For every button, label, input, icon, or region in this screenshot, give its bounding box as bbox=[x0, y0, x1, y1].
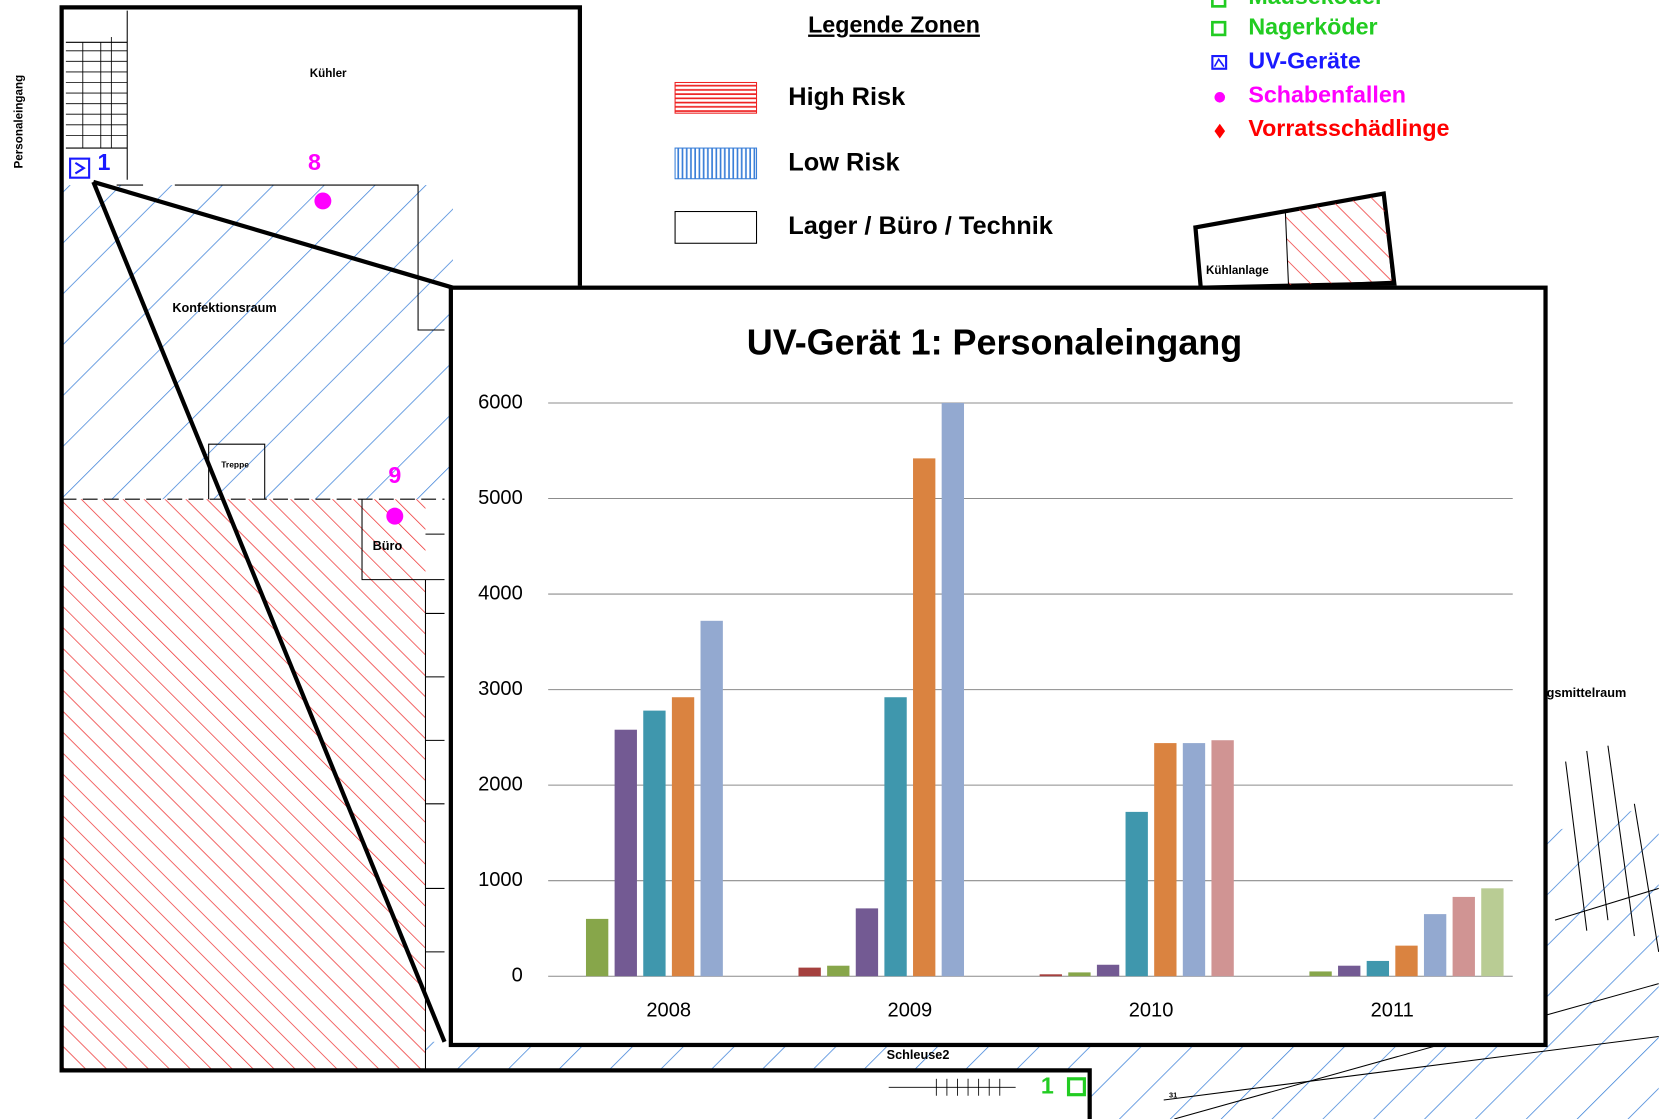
legend-label: Mäuseköder bbox=[1248, 0, 1384, 9]
x-tick-label: 2011 bbox=[1371, 999, 1414, 1021]
cockroach-trap bbox=[314, 192, 332, 210]
high-risk-zone bbox=[61, 499, 426, 1071]
bar bbox=[827, 965, 850, 977]
bar bbox=[1096, 964, 1120, 977]
legend-label: Nagerköder bbox=[1248, 14, 1377, 40]
bar bbox=[855, 908, 879, 977]
legend-title: Legende Zonen bbox=[808, 12, 980, 38]
bar bbox=[643, 710, 666, 977]
legend-icon bbox=[1214, 123, 1226, 139]
room-label: gsmittelraum bbox=[1547, 686, 1627, 700]
bar bbox=[1481, 888, 1504, 977]
room-label: Büro bbox=[373, 539, 403, 553]
x-tick-label: 2010 bbox=[1129, 999, 1174, 1021]
y-tick-label: 5000 bbox=[478, 487, 523, 509]
bar bbox=[1182, 743, 1206, 977]
marker-number: 31 bbox=[1169, 1091, 1177, 1100]
bar bbox=[585, 918, 609, 977]
x-tick-label: 2008 bbox=[646, 999, 691, 1021]
outer-wall bbox=[59, 5, 1092, 1119]
trap-legend: Mäuseköder Nagerköder UV-Geräte Schabenf… bbox=[1211, 0, 1450, 141]
y-tick-label: 2000 bbox=[478, 773, 523, 795]
entrance-label: Personaleingang bbox=[12, 75, 25, 169]
bar bbox=[884, 697, 907, 977]
marker-number: 1 bbox=[1041, 1072, 1054, 1098]
legend-icon bbox=[1211, 0, 1227, 8]
legend-label: Lager / Büro / Technik bbox=[788, 212, 1053, 240]
low-risk-zone bbox=[61, 185, 453, 500]
x-tick-label: 2009 bbox=[888, 999, 933, 1021]
legend-swatch bbox=[674, 81, 758, 114]
legend-icon bbox=[1213, 57, 1225, 68]
bar bbox=[1452, 896, 1475, 977]
legend-label: Low Risk bbox=[788, 149, 900, 177]
bar bbox=[1366, 960, 1390, 977]
room-label: Kühler bbox=[310, 67, 347, 80]
legend-label: UV-Geräte bbox=[1248, 48, 1360, 74]
bar bbox=[1395, 945, 1418, 977]
high-risk-zone bbox=[1284, 193, 1393, 287]
bar bbox=[913, 458, 936, 977]
zoom-line bbox=[91, 181, 447, 1043]
rodent-bait-icon bbox=[1066, 1077, 1086, 1097]
bar bbox=[1211, 740, 1234, 977]
marker-number: 9 bbox=[388, 462, 401, 488]
bar bbox=[1338, 965, 1361, 977]
room-label: Schleuse2 bbox=[887, 1048, 950, 1062]
legend-label: Schabenfallen bbox=[1248, 81, 1406, 107]
bar bbox=[798, 967, 821, 977]
bar bbox=[671, 697, 695, 977]
room-label: Konfektionsraum bbox=[172, 301, 276, 315]
y-tick-label: 6000 bbox=[478, 391, 523, 413]
legend-icon bbox=[1214, 92, 1226, 103]
bar bbox=[1309, 971, 1332, 977]
y-tick-label: 3000 bbox=[478, 678, 523, 700]
bar bbox=[614, 729, 637, 977]
plan-lines bbox=[61, 10, 1659, 1119]
legend-icon bbox=[1211, 54, 1228, 70]
zone-legend: Legende Zonen High Risk Low Risk Lager /… bbox=[674, 12, 1054, 244]
bar bbox=[1423, 914, 1447, 977]
y-tick-label: 1000 bbox=[478, 869, 523, 891]
zoom-line bbox=[92, 179, 454, 290]
marker-number: 1 bbox=[97, 149, 110, 175]
bar bbox=[1068, 972, 1091, 977]
legend-icon bbox=[1211, 20, 1227, 37]
bar bbox=[1125, 811, 1148, 977]
legend-label: High Risk bbox=[788, 83, 906, 111]
bar bbox=[700, 620, 723, 977]
uv-device-icon bbox=[69, 157, 91, 179]
bar bbox=[1039, 974, 1062, 977]
stairs bbox=[65, 37, 1016, 1096]
chart-title: UV-Gerät 1: Personaleingang bbox=[747, 321, 1242, 362]
cockroach-trap bbox=[386, 507, 404, 525]
bar bbox=[1154, 743, 1177, 977]
legend-swatch bbox=[674, 211, 758, 244]
y-tick-label: 0 bbox=[512, 965, 523, 987]
room-label: Kühlanlage bbox=[1206, 264, 1269, 277]
y-tick-label: 4000 bbox=[478, 582, 523, 604]
legend-label: Vorratsschädlinge bbox=[1248, 115, 1449, 141]
bar bbox=[941, 402, 965, 977]
uv-device-icon bbox=[74, 161, 86, 175]
marker-number: 8 bbox=[308, 149, 321, 175]
room-label: Treppe bbox=[221, 460, 249, 470]
legend-swatch bbox=[674, 147, 758, 180]
